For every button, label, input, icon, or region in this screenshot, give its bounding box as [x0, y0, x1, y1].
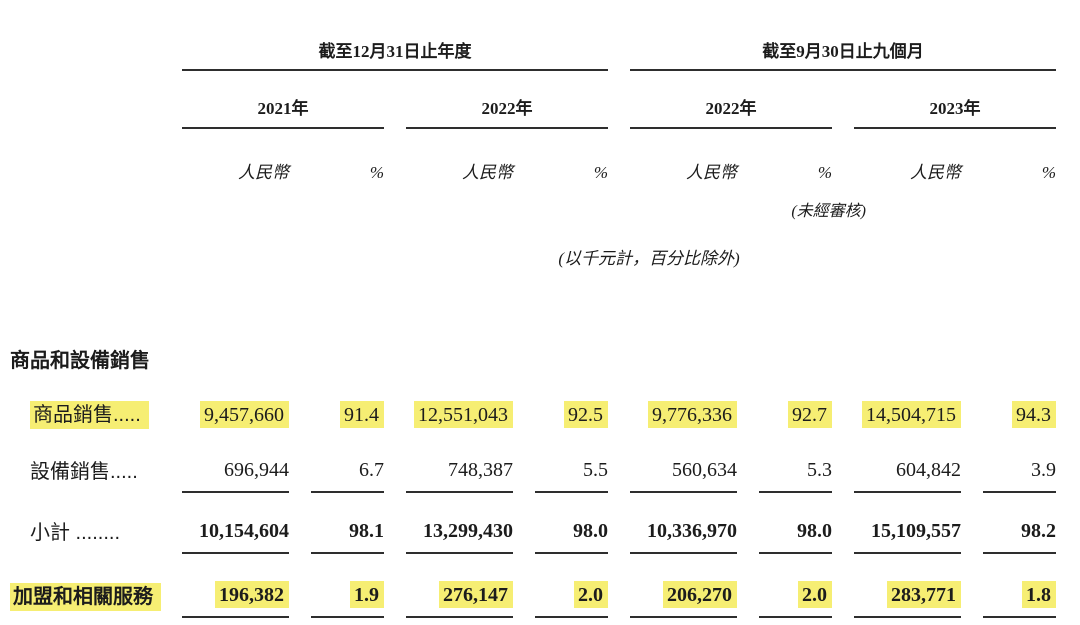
value-cell: 10,543,240: [630, 618, 737, 625]
year-header-2022: 2022年: [406, 71, 608, 129]
value-cell: 12,551,043: [406, 379, 513, 436]
value-cell: 206,270: [630, 554, 737, 618]
year-header-2023: 2023年: [854, 71, 1056, 129]
unaudited-note: (未經審核): [791, 202, 866, 220]
year-header-2021: 2021年: [182, 71, 384, 129]
value-cell: 3.9: [983, 436, 1056, 493]
table-row-subtotal: 小計 ........ 10,154,604 98.1 13,299,430 9…: [10, 493, 1056, 554]
value-cell: 98.0: [759, 493, 832, 554]
value-cell: 13,299,430: [406, 493, 513, 554]
value-cell: 14,504,715: [854, 379, 961, 436]
value-cell: 560,634: [630, 436, 737, 493]
value-cell: 604,842: [854, 436, 961, 493]
table-row-equipment-sales: 設備銷售..... 696,944 6.7 748,387 5.5 560,63…: [10, 436, 1056, 493]
units-note: (以千元計，百分比除外): [558, 249, 740, 269]
value-cell: 696,944: [182, 436, 289, 493]
value-cell: 98.0: [535, 493, 608, 554]
table-row-total: 總計 .......... 10,350,986 100.0 13,575,57…: [10, 618, 1056, 625]
value-cell: 92.7: [759, 379, 832, 436]
row-label: 小計 ........: [30, 522, 121, 544]
currency-column-header: 人民幣: [910, 163, 961, 183]
value-cell: 10,336,970: [630, 493, 737, 554]
value-cell: 1.9: [311, 554, 384, 618]
units-note-row: (以千元計，百分比除外): [10, 223, 1056, 273]
period-header-annual: 截至12月31日止年度: [182, 2, 608, 71]
value-cell: 9,457,660: [182, 379, 289, 436]
percent-column-header: %: [1041, 163, 1056, 183]
value-cell: 5.5: [535, 436, 608, 493]
value-cell: 91.4: [311, 379, 384, 436]
value-cell: 15,109,557: [854, 493, 961, 554]
row-label: 總計 ..........: [10, 618, 160, 625]
subcolumn-header-row: 人民幣 % 人民幣 % 人民幣 % 人民幣 %: [10, 129, 1056, 187]
value-cell: 100.0: [983, 618, 1056, 625]
value-cell: 10,350,986: [182, 618, 289, 625]
value-cell: 98.1: [311, 493, 384, 554]
value-cell: 13,575,577: [406, 618, 513, 625]
year-header-2022-9m: 2022年: [630, 71, 832, 129]
value-cell: 1.8: [983, 554, 1056, 618]
value-cell: 5.3: [759, 436, 832, 493]
value-cell: 10,154,604: [182, 493, 289, 554]
value-cell: 98.2: [983, 493, 1056, 554]
currency-column-header: 人民幣: [462, 163, 513, 183]
currency-column-header: 人民幣: [238, 163, 289, 183]
value-cell: 2.0: [759, 554, 832, 618]
percent-column-header: %: [817, 163, 832, 183]
percent-column-header: %: [593, 163, 608, 183]
value-cell: 94.3: [983, 379, 1056, 436]
value-cell: 196,382: [182, 554, 289, 618]
value-cell: 100.0: [535, 618, 608, 625]
value-cell: 100.0: [759, 618, 832, 625]
period-header-nine-months: 截至9月30日止九個月: [630, 2, 1056, 71]
unaudited-note-row: (未經審核): [10, 187, 1056, 223]
value-cell: 9,776,336: [630, 379, 737, 436]
period-header-row: 截至12月31日止年度 截至9月30日止九個月: [10, 2, 1056, 71]
row-label: 加盟和相關服務: [10, 583, 161, 611]
value-cell: 276,147: [406, 554, 513, 618]
currency-column-header: 人民幣: [686, 163, 737, 183]
value-cell: 100.0: [311, 618, 384, 625]
section-header: 商品和設備銷售: [10, 350, 150, 372]
value-cell: 2.0: [535, 554, 608, 618]
section-header-row: 商品和設備銷售: [10, 333, 1056, 379]
year-header-row: 2021年 2022年 2022年 2023年: [10, 71, 1056, 129]
table-row-goods-sales: 商品銷售..... 9,457,660 91.4 12,551,043 92.5…: [10, 379, 1056, 436]
value-cell: 748,387: [406, 436, 513, 493]
value-cell: 92.5: [535, 379, 608, 436]
table-row-franchise-services: 加盟和相關服務 196,382 1.9 276,147 2.0 206,270 …: [10, 554, 1056, 618]
percent-column-header: %: [369, 163, 384, 183]
row-label: 商品銷售.....: [30, 401, 149, 429]
row-label: 設備銷售.....: [30, 461, 138, 483]
value-cell: 15,393,328: [854, 618, 961, 625]
value-cell: 6.7: [311, 436, 384, 493]
value-cell: 283,771: [854, 554, 961, 618]
